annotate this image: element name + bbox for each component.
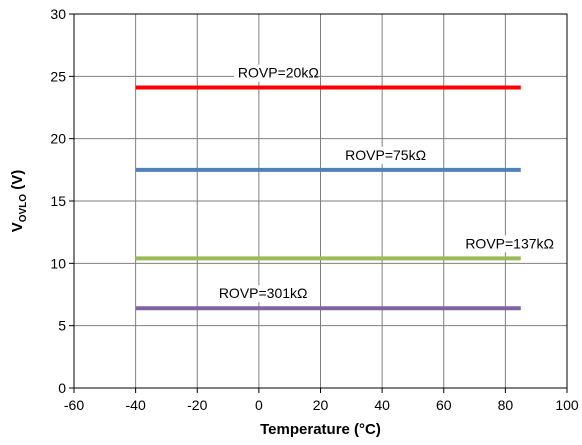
series-label: ROVP=75kΩ <box>345 147 426 163</box>
x-tick-label: 80 <box>498 397 514 413</box>
x-tick-label: -20 <box>187 397 207 413</box>
series-label-bg <box>341 146 423 164</box>
series-label-bg <box>233 64 316 82</box>
y-tick-label: 0 <box>58 380 66 396</box>
y-tick-label: 5 <box>58 318 66 334</box>
y-axis-label-subscript: OVLO <box>18 194 29 223</box>
y-tick-label: 20 <box>50 131 66 147</box>
y-tick-label: 25 <box>50 68 66 84</box>
series-label: ROVP=137kΩ <box>465 235 554 251</box>
x-tick-label: -40 <box>126 397 146 413</box>
x-axis-label: Temperature (°C) <box>260 421 381 438</box>
x-tick-label: 60 <box>436 397 452 413</box>
y-tick-label: 15 <box>50 193 66 209</box>
series-group: ROVP=20kΩ ROVP=75kΩ ROVP=137kΩ ROVP=301kΩ <box>135 64 554 311</box>
series-label-bg <box>461 235 552 253</box>
y-axis-label-main: V <box>9 222 26 232</box>
grid-lines <box>74 14 567 388</box>
x-tick-label: 40 <box>374 397 390 413</box>
x-tick-label: 100 <box>555 397 579 413</box>
y-axis-label-unit: (V) <box>9 170 26 194</box>
x-tick-label: 20 <box>313 397 329 413</box>
series-label: ROVP=20kΩ <box>238 65 319 81</box>
x-tick-label: 0 <box>255 397 263 413</box>
series-label-bg <box>214 285 305 303</box>
x-tick-label: -60 <box>64 397 84 413</box>
y-tick-label: 10 <box>50 255 66 271</box>
y-tick-label: 30 <box>50 6 66 22</box>
series-label: ROVP=301kΩ <box>219 285 308 301</box>
axis-ticks: -60 -40 -20 0 20 40 60 80 100 0 5 10 15 20 25 30 <box>50 6 578 413</box>
y-axis-label: VOVLO (V) <box>9 170 29 233</box>
